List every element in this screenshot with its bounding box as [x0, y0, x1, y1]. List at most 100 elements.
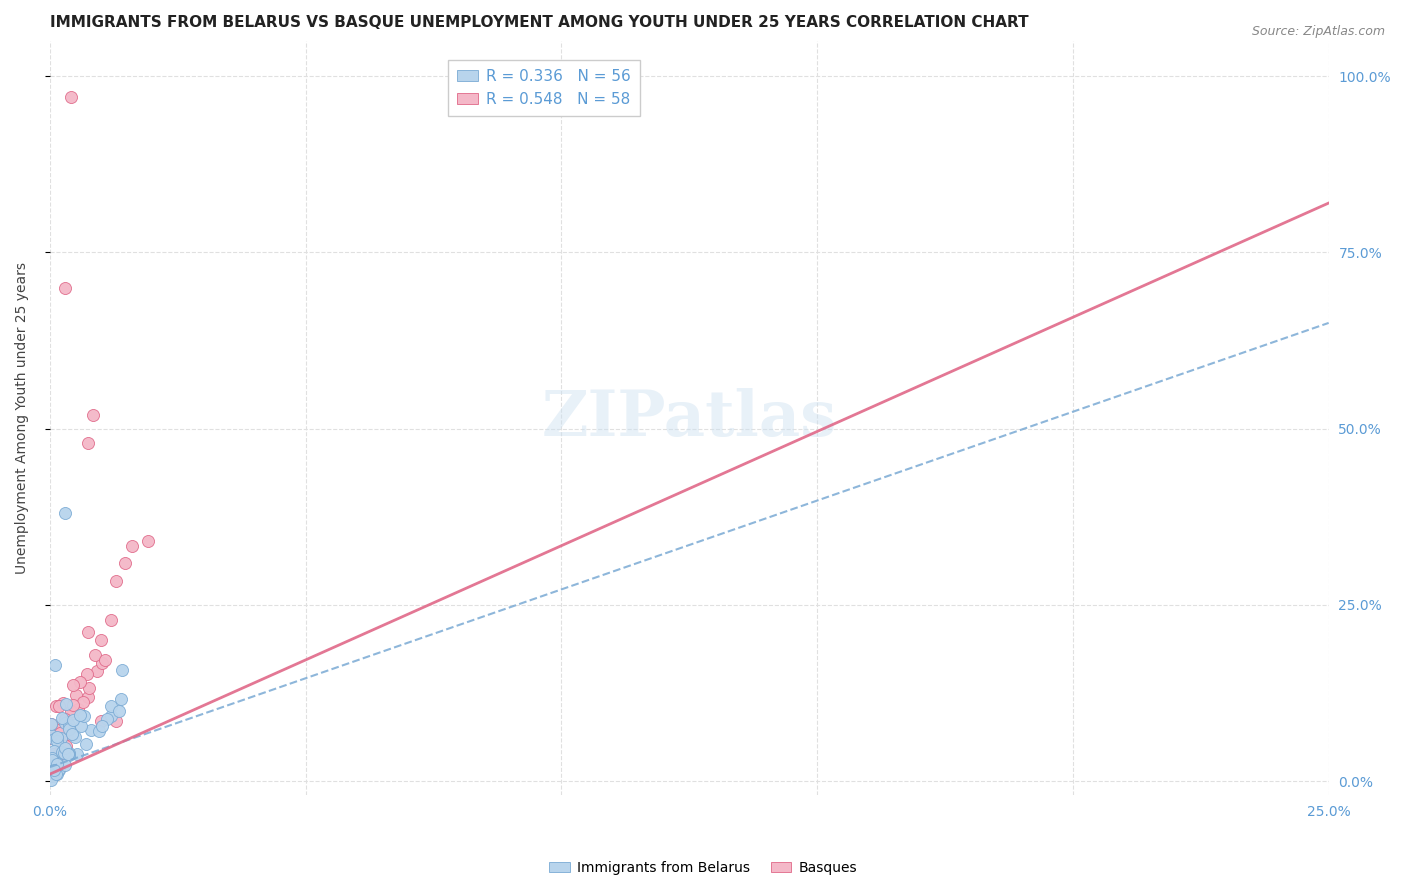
Point [42, 747, 65, 762]
Point [70, 719, 93, 733]
Point [39, 763, 62, 777]
Legend: R = 0.336   N = 56, R = 0.548   N = 58: R = 0.336 N = 56, R = 0.548 N = 58 [447, 60, 640, 116]
Point [51, 731, 73, 746]
Point [45, 756, 67, 770]
Point [45, 733, 67, 747]
Point [82, 408, 104, 422]
Point [45, 723, 67, 738]
Point [45, 756, 67, 771]
Point [55, 718, 77, 732]
Point [53, 506, 76, 520]
Point [39, 769, 62, 783]
Legend: Immigrants from Belarus, Basques: Immigrants from Belarus, Basques [544, 855, 862, 880]
Point [45, 754, 67, 768]
Point [49, 720, 72, 734]
Point [39, 731, 62, 746]
Point [65, 688, 87, 702]
Point [48, 745, 70, 759]
Point [62, 706, 84, 721]
Point [72, 709, 94, 723]
Point [90, 632, 112, 647]
Point [53, 280, 76, 294]
Point [58, 722, 80, 736]
Point [39, 772, 62, 787]
Point [62, 714, 84, 728]
Point [49, 726, 72, 740]
Point [75, 737, 97, 751]
Point [45, 751, 67, 765]
Point [48, 762, 70, 776]
Point [80, 723, 103, 738]
Point [136, 533, 159, 548]
Point [55, 727, 77, 741]
Point [53, 758, 76, 772]
Point [69, 675, 91, 690]
Point [44, 657, 66, 672]
Point [87, 723, 110, 738]
Point [60, 704, 83, 718]
Point [39, 769, 62, 783]
Text: ZIPatlas: ZIPatlas [541, 388, 837, 449]
Point [46, 767, 69, 781]
Point [55, 698, 77, 712]
Point [69, 708, 91, 723]
Point [45, 699, 67, 714]
Point [96, 712, 118, 726]
Point [42, 764, 65, 779]
Point [55, 714, 77, 729]
Point [55, 739, 77, 753]
Point [104, 574, 127, 588]
Point [41, 753, 63, 767]
Point [46, 754, 69, 768]
Point [48, 763, 70, 777]
Point [45, 767, 67, 781]
Point [60, 727, 83, 741]
Point [90, 714, 112, 729]
Point [52, 696, 75, 710]
Point [84, 648, 107, 663]
Point [51, 711, 73, 725]
Point [51, 745, 73, 759]
Point [48, 698, 70, 713]
Point [76, 624, 98, 639]
Point [44, 759, 66, 773]
Point [100, 699, 122, 714]
Y-axis label: Unemployment Among Youth under 25 years: Unemployment Among Youth under 25 years [15, 262, 30, 574]
Point [77, 435, 100, 450]
Point [105, 714, 128, 729]
Point [42, 732, 65, 747]
Point [58, 717, 80, 731]
Point [53, 741, 76, 756]
Point [66, 747, 89, 761]
Point [46, 757, 69, 772]
Point [41, 751, 63, 765]
Point [66, 702, 89, 716]
Point [63, 730, 86, 744]
Point [39, 716, 62, 731]
Point [45, 755, 67, 769]
Point [53, 716, 76, 731]
Point [62, 678, 84, 692]
Point [44, 759, 66, 773]
Point [91, 656, 114, 670]
Point [42, 763, 65, 777]
Point [42, 763, 65, 777]
Point [58, 747, 80, 762]
Point [53, 712, 76, 726]
Point [60, 90, 83, 104]
Point [76, 666, 98, 681]
Point [77, 681, 100, 695]
Point [86, 664, 108, 678]
Point [121, 539, 143, 553]
Point [110, 691, 132, 706]
Point [48, 731, 70, 745]
Point [107, 705, 129, 719]
Point [94, 653, 117, 667]
Point [100, 613, 122, 627]
Point [46, 753, 69, 767]
Point [56, 723, 79, 738]
Point [39, 717, 62, 731]
Point [51, 729, 73, 743]
Point [42, 758, 65, 772]
Point [58, 746, 80, 760]
